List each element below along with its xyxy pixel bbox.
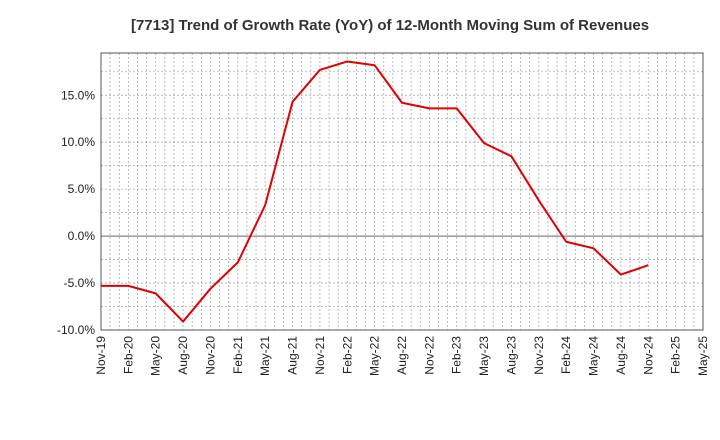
x-tick-label: May-25 xyxy=(696,336,710,376)
x-tick-label: Nov-23 xyxy=(532,336,546,375)
x-tick-label: Feb-23 xyxy=(450,336,464,374)
x-tick-label: Aug-22 xyxy=(395,336,409,375)
y-tick-label: -5.0% xyxy=(64,276,96,290)
x-tick-label: Nov-19 xyxy=(94,336,108,375)
x-tick-label: Aug-24 xyxy=(614,336,628,375)
y-axis: -10.0% -5.0% 0.0% 5.0% 10.0% 15.0% xyxy=(57,88,95,337)
x-tick-label: Feb-20 xyxy=(121,336,135,374)
x-tick-label: May-24 xyxy=(587,336,601,376)
x-axis: Nov-19 Feb-20 May-20 Aug-20 Nov-20 Feb-21 May-… xyxy=(94,336,710,376)
plot-frame xyxy=(100,52,704,331)
x-tick-label: May-22 xyxy=(368,336,382,376)
x-tick-label: Nov-22 xyxy=(422,336,436,375)
x-tick-label: Feb-22 xyxy=(340,336,354,374)
x-tick-label: Feb-21 xyxy=(231,336,245,374)
x-tick-label: May-20 xyxy=(149,336,163,376)
x-tick-label: May-21 xyxy=(258,336,272,376)
x-tick-label: Aug-21 xyxy=(286,336,300,375)
y-tick-label: 0.0% xyxy=(68,229,96,243)
y-tick-label: 15.0% xyxy=(61,88,95,102)
y-tick-label: 5.0% xyxy=(68,182,96,196)
y-tick-label: -10.0% xyxy=(57,323,95,337)
x-tick-label: Nov-24 xyxy=(641,336,655,375)
series-group xyxy=(101,60,649,323)
x-tick-label: Feb-24 xyxy=(559,336,573,374)
plot-border xyxy=(100,52,704,331)
x-tick-label: May-23 xyxy=(477,336,491,376)
x-tick-label: Nov-20 xyxy=(203,336,217,375)
x-tick-label: Feb-25 xyxy=(669,336,683,374)
series-line xyxy=(101,60,649,323)
x-tick-label: Aug-23 xyxy=(504,336,518,375)
x-tick-label: Nov-21 xyxy=(313,336,327,375)
chart-title: [7713] Trend of Growth Rate (YoY) of 12-… xyxy=(131,17,649,34)
x-tick-label: Aug-20 xyxy=(176,336,190,375)
grid xyxy=(101,53,703,330)
y-tick-label: 10.0% xyxy=(61,135,95,149)
